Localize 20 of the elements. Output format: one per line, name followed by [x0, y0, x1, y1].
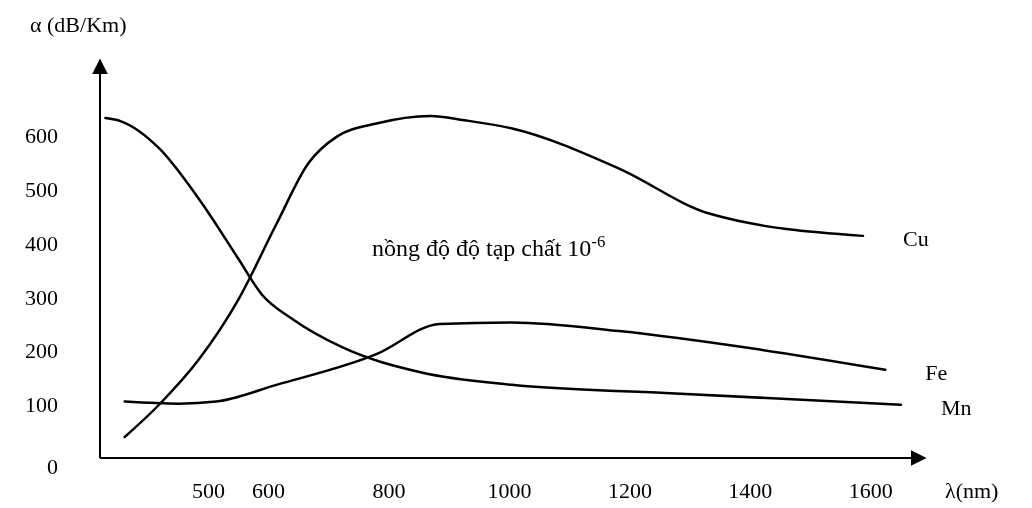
x-tick-label: 600 — [252, 478, 286, 503]
y-tick-label: 0 — [47, 454, 58, 479]
y-tick-label: 500 — [25, 177, 58, 203]
x-tick-label: 1400 — [728, 478, 773, 503]
y-tick-label: 600 — [25, 123, 58, 149]
y-axis-title: α (dB/Km) — [30, 12, 127, 37]
series-label: Fe — [925, 359, 948, 385]
x-axis-title: λ(nm) — [945, 478, 999, 503]
y-tick-label: 200 — [25, 338, 58, 364]
y-tick-label: 400 — [25, 230, 58, 256]
x-tick-label: 500 — [191, 478, 225, 503]
annotation: nồng độ độ tạp chất 10$^{-6}$ — [372, 231, 606, 261]
x-tick-label: 800 — [372, 478, 406, 503]
series-label: Cu — [902, 225, 929, 251]
series-label: Mn — [940, 394, 972, 420]
x-tick-label: 1200 — [607, 478, 652, 503]
y-tick-label: 100 — [25, 392, 58, 418]
y-tick-label: 300 — [25, 284, 58, 310]
x-tick-label: 1600 — [848, 478, 893, 503]
x-tick-label: 1000 — [487, 478, 532, 503]
